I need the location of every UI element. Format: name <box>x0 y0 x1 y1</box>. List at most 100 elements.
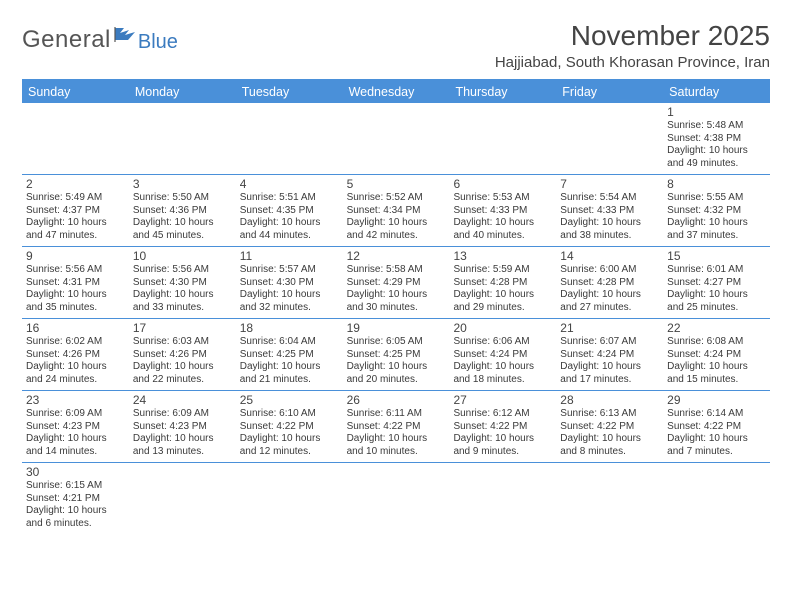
daylight-text: Daylight: 10 hours and 20 minutes. <box>347 361 446 386</box>
day-cell <box>449 103 556 174</box>
day-cell: 6Sunrise: 5:53 AMSunset: 4:33 PMDaylight… <box>449 175 556 246</box>
day-number: 29 <box>667 393 766 408</box>
sunset-text: Sunset: 4:36 PM <box>133 205 232 218</box>
day-cell: 26Sunrise: 6:11 AMSunset: 4:22 PMDayligh… <box>343 391 450 462</box>
sunset-text: Sunset: 4:32 PM <box>667 205 766 218</box>
sunset-text: Sunset: 4:22 PM <box>453 421 552 434</box>
sunset-text: Sunset: 4:38 PM <box>667 133 766 146</box>
day-number: 15 <box>667 249 766 264</box>
day-number: 25 <box>240 393 339 408</box>
sunrise-text: Sunrise: 6:05 AM <box>347 336 446 349</box>
week-row: 30Sunrise: 6:15 AMSunset: 4:21 PMDayligh… <box>22 463 770 534</box>
day-cell: 11Sunrise: 5:57 AMSunset: 4:30 PMDayligh… <box>236 247 343 318</box>
sunrise-text: Sunrise: 5:51 AM <box>240 192 339 205</box>
sunrise-text: Sunrise: 6:14 AM <box>667 408 766 421</box>
sunset-text: Sunset: 4:29 PM <box>347 277 446 290</box>
day-number: 5 <box>347 177 446 192</box>
header-row: General Blue November 2025 Hajjiabad, So… <box>22 20 770 71</box>
day-cell: 29Sunrise: 6:14 AMSunset: 4:22 PMDayligh… <box>663 391 770 462</box>
day-cell: 5Sunrise: 5:52 AMSunset: 4:34 PMDaylight… <box>343 175 450 246</box>
sunset-text: Sunset: 4:33 PM <box>453 205 552 218</box>
day-number: 27 <box>453 393 552 408</box>
sunset-text: Sunset: 4:21 PM <box>26 493 125 506</box>
daylight-text: Daylight: 10 hours and 42 minutes. <box>347 217 446 242</box>
day-cell: 7Sunrise: 5:54 AMSunset: 4:33 PMDaylight… <box>556 175 663 246</box>
daylight-text: Daylight: 10 hours and 21 minutes. <box>240 361 339 386</box>
week-row: 23Sunrise: 6:09 AMSunset: 4:23 PMDayligh… <box>22 391 770 463</box>
daylight-text: Daylight: 10 hours and 40 minutes. <box>453 217 552 242</box>
day-cell <box>236 463 343 534</box>
day-cell: 4Sunrise: 5:51 AMSunset: 4:35 PMDaylight… <box>236 175 343 246</box>
sunrise-text: Sunrise: 5:56 AM <box>133 264 232 277</box>
sunrise-text: Sunrise: 6:09 AM <box>133 408 232 421</box>
daylight-text: Daylight: 10 hours and 22 minutes. <box>133 361 232 386</box>
daylight-text: Daylight: 10 hours and 18 minutes. <box>453 361 552 386</box>
daylight-text: Daylight: 10 hours and 29 minutes. <box>453 289 552 314</box>
day-cell: 3Sunrise: 5:50 AMSunset: 4:36 PMDaylight… <box>129 175 236 246</box>
sunset-text: Sunset: 4:30 PM <box>240 277 339 290</box>
day-number: 24 <box>133 393 232 408</box>
day-number: 14 <box>560 249 659 264</box>
day-number: 21 <box>560 321 659 336</box>
calendar: Sunday Monday Tuesday Wednesday Thursday… <box>22 79 770 534</box>
sunrise-text: Sunrise: 5:52 AM <box>347 192 446 205</box>
day-cell: 10Sunrise: 5:56 AMSunset: 4:30 PMDayligh… <box>129 247 236 318</box>
day-header-cell: Saturday <box>663 81 770 103</box>
day-number: 26 <box>347 393 446 408</box>
sunset-text: Sunset: 4:26 PM <box>26 349 125 362</box>
sunset-text: Sunset: 4:25 PM <box>240 349 339 362</box>
day-header-cell: Monday <box>129 81 236 103</box>
day-cell: 2Sunrise: 5:49 AMSunset: 4:37 PMDaylight… <box>22 175 129 246</box>
day-cell <box>343 103 450 174</box>
week-row: 2Sunrise: 5:49 AMSunset: 4:37 PMDaylight… <box>22 175 770 247</box>
sunset-text: Sunset: 4:31 PM <box>26 277 125 290</box>
day-number: 19 <box>347 321 446 336</box>
sunrise-text: Sunrise: 5:48 AM <box>667 120 766 133</box>
sunset-text: Sunset: 4:37 PM <box>26 205 125 218</box>
day-cell: 30Sunrise: 6:15 AMSunset: 4:21 PMDayligh… <box>22 463 129 534</box>
daylight-text: Daylight: 10 hours and 47 minutes. <box>26 217 125 242</box>
day-number: 6 <box>453 177 552 192</box>
sunrise-text: Sunrise: 6:13 AM <box>560 408 659 421</box>
day-number: 3 <box>133 177 232 192</box>
sunset-text: Sunset: 4:26 PM <box>133 349 232 362</box>
month-title: November 2025 <box>495 20 770 52</box>
sunrise-text: Sunrise: 6:11 AM <box>347 408 446 421</box>
day-cell: 18Sunrise: 6:04 AMSunset: 4:25 PMDayligh… <box>236 319 343 390</box>
daylight-text: Daylight: 10 hours and 7 minutes. <box>667 433 766 458</box>
logo: General Blue <box>22 26 178 54</box>
day-number: 9 <box>26 249 125 264</box>
day-cell <box>449 463 556 534</box>
sunrise-text: Sunrise: 5:49 AM <box>26 192 125 205</box>
sunrise-text: Sunrise: 6:15 AM <box>26 480 125 493</box>
sunrise-text: Sunrise: 6:04 AM <box>240 336 339 349</box>
day-number: 8 <box>667 177 766 192</box>
sunset-text: Sunset: 4:25 PM <box>347 349 446 362</box>
daylight-text: Daylight: 10 hours and 10 minutes. <box>347 433 446 458</box>
daylight-text: Daylight: 10 hours and 27 minutes. <box>560 289 659 314</box>
day-cell: 19Sunrise: 6:05 AMSunset: 4:25 PMDayligh… <box>343 319 450 390</box>
day-cell: 28Sunrise: 6:13 AMSunset: 4:22 PMDayligh… <box>556 391 663 462</box>
day-number: 30 <box>26 465 125 480</box>
day-cell <box>22 103 129 174</box>
sunrise-text: Sunrise: 6:01 AM <box>667 264 766 277</box>
day-cell: 15Sunrise: 6:01 AMSunset: 4:27 PMDayligh… <box>663 247 770 318</box>
day-number: 12 <box>347 249 446 264</box>
day-cell: 24Sunrise: 6:09 AMSunset: 4:23 PMDayligh… <box>129 391 236 462</box>
sunrise-text: Sunrise: 5:53 AM <box>453 192 552 205</box>
sunrise-text: Sunrise: 6:09 AM <box>26 408 125 421</box>
day-cell <box>663 463 770 534</box>
daylight-text: Daylight: 10 hours and 38 minutes. <box>560 217 659 242</box>
header-right: November 2025 Hajjiabad, South Khorasan … <box>495 20 770 71</box>
daylight-text: Daylight: 10 hours and 32 minutes. <box>240 289 339 314</box>
day-cell: 12Sunrise: 5:58 AMSunset: 4:29 PMDayligh… <box>343 247 450 318</box>
daylight-text: Daylight: 10 hours and 6 minutes. <box>26 505 125 530</box>
flag-icon <box>114 26 136 47</box>
daylight-text: Daylight: 10 hours and 15 minutes. <box>667 361 766 386</box>
sunset-text: Sunset: 4:22 PM <box>560 421 659 434</box>
day-cell <box>556 103 663 174</box>
day-cell <box>129 103 236 174</box>
day-number: 18 <box>240 321 339 336</box>
day-number: 28 <box>560 393 659 408</box>
sunrise-text: Sunrise: 5:59 AM <box>453 264 552 277</box>
